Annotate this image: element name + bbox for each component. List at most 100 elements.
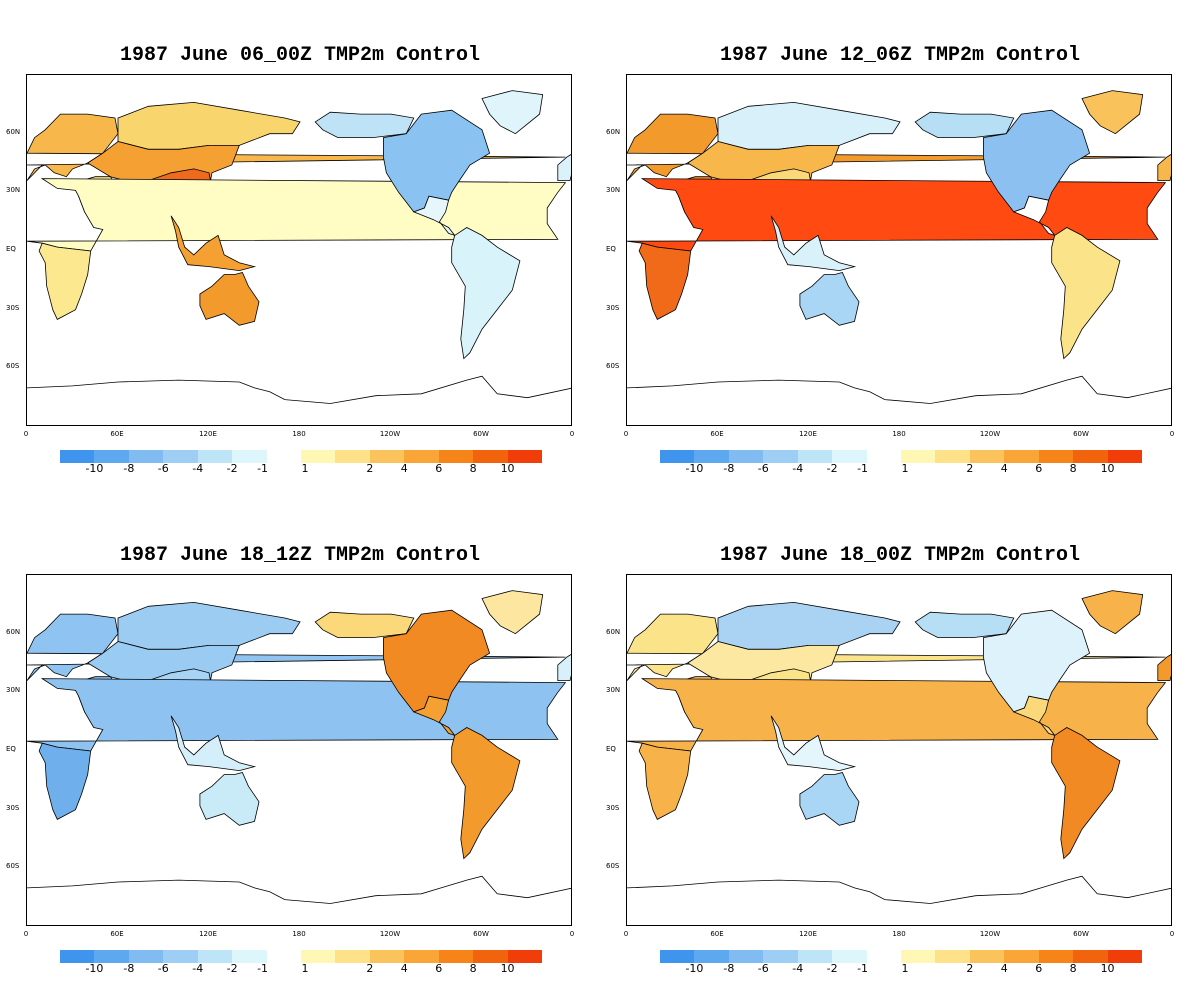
colorbar-label: -6 (157, 962, 169, 975)
colorbar-label: 8 (1069, 462, 1077, 475)
antarctica-coastline (627, 875, 1171, 904)
lat-label: 60S (6, 862, 20, 871)
region-europe (27, 613, 566, 681)
colorbar-label: -1 (257, 462, 269, 475)
lat-label: 60S (6, 362, 20, 371)
colorbar-label: 10 (500, 962, 515, 975)
region-alaska (314, 111, 415, 138)
colorbar-swatch (763, 950, 799, 963)
colorbar-label: -10 (685, 962, 704, 975)
map-frame (626, 74, 1172, 426)
map-panel: 1987 June 18_00Z TMP2m Control 60N 30N EQ 30… (600, 500, 1200, 1000)
colorbar-label: 1 (301, 462, 309, 475)
region-se-asia (770, 215, 857, 272)
colorbar-swatch (60, 450, 95, 463)
antarctica-coastline (27, 375, 571, 404)
colorbar-swatch (369, 450, 405, 463)
colorbar-label: 8 (469, 962, 477, 975)
colorbar-swatch (232, 450, 268, 463)
lon-label: 180 (292, 930, 306, 938)
colorbar-swatch (1038, 950, 1074, 963)
lon-label: 120E (799, 930, 817, 938)
colorbar-label: 8 (469, 462, 477, 475)
colorbar-swatch (507, 950, 543, 963)
region-alaska (914, 111, 1015, 138)
colorbar-swatch (832, 450, 868, 463)
colorbar-swatch (901, 450, 936, 463)
lat-label: 30S (6, 803, 20, 812)
colorbar-label: -6 (757, 462, 769, 475)
region-australia (199, 272, 260, 326)
lon-label: 180 (892, 430, 906, 438)
colorbar-swatch (1107, 450, 1143, 463)
region-central-america (412, 695, 456, 737)
colorbar-label: -10 (85, 962, 104, 975)
lon-label: 60E (110, 430, 124, 438)
region-siberia (117, 101, 301, 150)
colorbar-label: -2 (826, 462, 838, 475)
panel-title: 1987 June 18_12Z TMP2m Control (119, 544, 481, 567)
colorbar-label: 4 (400, 462, 408, 475)
lat-label: 30N (6, 186, 21, 195)
lon-label: 120E (799, 430, 817, 438)
lon-label: 0 (623, 430, 629, 438)
colorbar-swatch (404, 450, 440, 463)
colorbar-swatch (866, 950, 902, 963)
colorbar-swatch (694, 950, 730, 963)
lat-label: EQ (606, 745, 616, 753)
region-south-america (1051, 227, 1121, 360)
colorbar-label: 2 (366, 962, 374, 975)
region-greenland (481, 90, 544, 135)
colorbar-swatch (128, 450, 164, 463)
colorbar-swatch (266, 450, 302, 463)
colorbar-swatch (728, 450, 764, 463)
region-siberia (717, 101, 901, 150)
region-europe (27, 113, 566, 181)
colorbar-swatch (694, 450, 730, 463)
colorbar-label: -8 (723, 962, 735, 975)
colorbar-label: 1 (301, 962, 309, 975)
region-central-america (412, 195, 456, 237)
region-north-america (382, 609, 491, 713)
region-africa-south (38, 742, 92, 820)
colorbar-swatch (94, 950, 130, 963)
lat-label: 30S (6, 303, 20, 312)
region-australia (799, 772, 860, 826)
lon-label: 60W (473, 930, 489, 938)
colorbar-label: 10 (1100, 962, 1115, 975)
colorbar-label: 1 (901, 962, 909, 975)
lon-label: 120W (379, 430, 401, 438)
lat-label: 60N (6, 127, 21, 136)
colorbar-label: 2 (966, 962, 974, 975)
region-iberia (557, 154, 571, 181)
region-australia (199, 772, 260, 826)
colorbar-swatch (473, 950, 509, 963)
map-panel: 1987 June 12_06Z TMP2m Control 60N 30N EQ 30… (600, 0, 1200, 500)
colorbar-swatch (369, 950, 405, 963)
colorbar-swatch (901, 950, 936, 963)
colorbar-swatch (1038, 450, 1074, 463)
region-europe (627, 613, 1166, 681)
colorbar-swatch (266, 950, 302, 963)
colorbar-swatch (797, 950, 833, 963)
colorbar-label: 2 (366, 462, 374, 475)
region-iberia (1157, 654, 1171, 681)
colorbar-swatch (728, 950, 764, 963)
lon-label: 0 (1169, 930, 1175, 938)
region-north-america (982, 109, 1091, 213)
region-se-asia (170, 715, 257, 772)
colorbar-label: -1 (257, 962, 269, 975)
colorbar-label: 6 (1035, 462, 1043, 475)
lat-label: 60N (606, 627, 621, 636)
colorbar-swatch (163, 450, 199, 463)
lon-label: 60E (710, 930, 724, 938)
colorbar-swatch (866, 450, 902, 463)
colorbar-swatch (335, 450, 371, 463)
colorbar-label: -8 (123, 462, 135, 475)
colorbar-swatch (232, 950, 268, 963)
lon-label: 120W (979, 430, 1001, 438)
colorbar-label: 10 (500, 462, 515, 475)
lon-label: 120W (379, 930, 401, 938)
colorbar-label: -4 (192, 962, 204, 975)
colorbar-label: -4 (192, 462, 204, 475)
